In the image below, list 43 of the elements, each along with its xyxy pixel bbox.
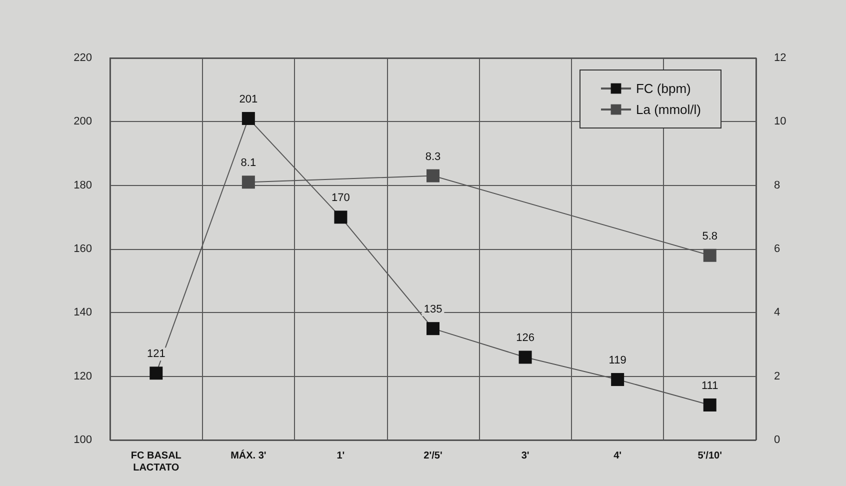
point [150,366,163,380]
point [703,248,716,262]
x-tick-label: MÁX. 3' [230,450,266,462]
x-tick-label: 1' [336,450,345,462]
y2-tick-label: 4 [774,306,780,319]
point [426,169,440,182]
data-label: 8.1 [240,157,256,170]
legend-label: FC (bpm) [636,81,691,96]
y-tick-label: 120 [74,370,92,382]
data-label: 111 [701,380,718,392]
x-tick-label: 3' [521,450,530,462]
data-label: 5.8 [702,230,718,242]
data-label: 170 [332,192,350,204]
point [242,112,255,125]
point [611,373,624,386]
x-tick-label: FC BASAL LACTATO [130,450,182,474]
y-tick-label: 100 [74,434,92,446]
legend-label: La (mmol/l) [636,102,702,117]
point [518,350,532,364]
x-tick-label: 5'/10' [698,450,722,462]
y2-tick-label: 2 [774,370,780,382]
data-label: 119 [608,354,626,367]
point [426,322,440,336]
x-tick-label: 4' [614,450,622,462]
y-tick-label: 200 [74,116,92,128]
y-tick-label: 220 [74,52,92,64]
x-tick-label: 2'/5' [424,450,442,462]
y-tick-label: 180 [74,179,92,192]
data-label: 201 [239,93,258,106]
point [242,176,255,189]
y-tick-label: 160 [74,243,92,255]
point [703,398,716,412]
y2-tick-label: 8 [774,179,780,192]
data-label: 135 [424,304,442,316]
data-label: 8.3 [425,150,441,163]
y2-tick-label: 12 [774,52,786,64]
y2-tick-label: 10 [774,116,786,128]
y-tick-label: 140 [74,306,92,319]
y2-tick-label: 6 [774,243,780,255]
y2-tick-label: 0 [774,434,780,446]
point [334,210,348,224]
data-label: 121 [146,348,166,360]
data-label: 126 [516,332,534,344]
